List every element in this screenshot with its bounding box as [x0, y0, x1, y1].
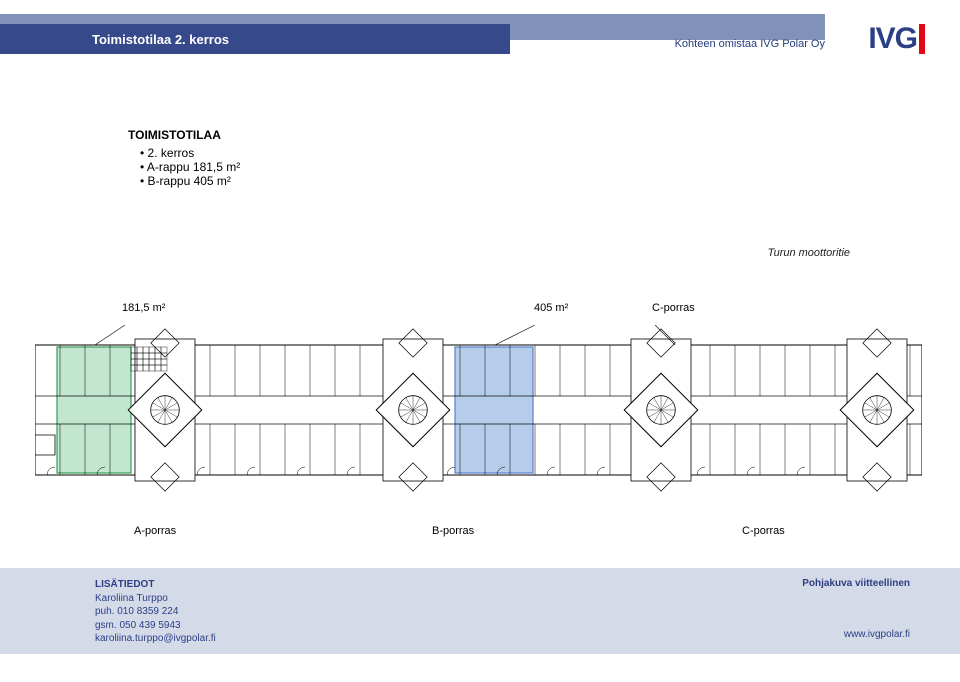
- footer-right: Pohjakuva viitteellinen www.ivgpolar.fi: [802, 578, 910, 640]
- info-bullets: 2. kerros A-rappu 181,5 m² B-rappu 405 m…: [128, 146, 240, 188]
- logo-text: IVG: [868, 22, 917, 56]
- footer-line: puh. 010 8359 224: [95, 605, 216, 619]
- info-block: TOIMISTOTILAA 2. kerros A-rappu 181,5 m²…: [128, 128, 240, 188]
- footer-line: Karoliina Turppo: [95, 592, 216, 606]
- porras-label-c: C-porras: [742, 525, 785, 537]
- area-label-a: 181,5 m²: [122, 302, 165, 314]
- porras-label-b: B-porras: [432, 525, 474, 537]
- area-label-b: 405 m²: [534, 302, 568, 314]
- footer-url: www.ivgpolar.fi: [802, 629, 910, 640]
- header-title-bar: Toimistotilaa 2. kerros: [0, 24, 510, 54]
- bullet-item: 2. kerros: [140, 146, 240, 160]
- floorplan-svg: [35, 325, 922, 505]
- footer-line: karoliina.turppo@ivgpolar.fi: [95, 632, 216, 646]
- bullet-item: A-rappu 181,5 m²: [140, 160, 240, 174]
- info-heading: TOIMISTOTILAA: [128, 128, 240, 142]
- page-title: Toimistotilaa 2. kerros: [92, 32, 229, 47]
- footer-heading: LISÄTIEDOT: [95, 578, 216, 592]
- footer-right-heading: Pohjakuva viitteellinen: [802, 578, 910, 589]
- bullet-item: B-rappu 405 m²: [140, 174, 240, 188]
- road-label: Turun moottoritie: [768, 247, 850, 259]
- porras-label-a: A-porras: [134, 525, 176, 537]
- footer-line: gsm. 050 439 5943: [95, 619, 216, 633]
- slide-page: Toimistotilaa 2. kerros Kohteen omistaa …: [0, 0, 960, 682]
- logo-accent-bar: [919, 24, 925, 54]
- footer-bar: LISÄTIEDOT Karoliina Turppo puh. 010 835…: [0, 568, 960, 654]
- footer-contact: LISÄTIEDOT Karoliina Turppo puh. 010 835…: [95, 578, 216, 646]
- area-label-c: C-porras: [652, 302, 695, 314]
- logo: IVG: [868, 22, 925, 56]
- owner-label: Kohteen omistaa IVG Polar Oy: [675, 38, 825, 50]
